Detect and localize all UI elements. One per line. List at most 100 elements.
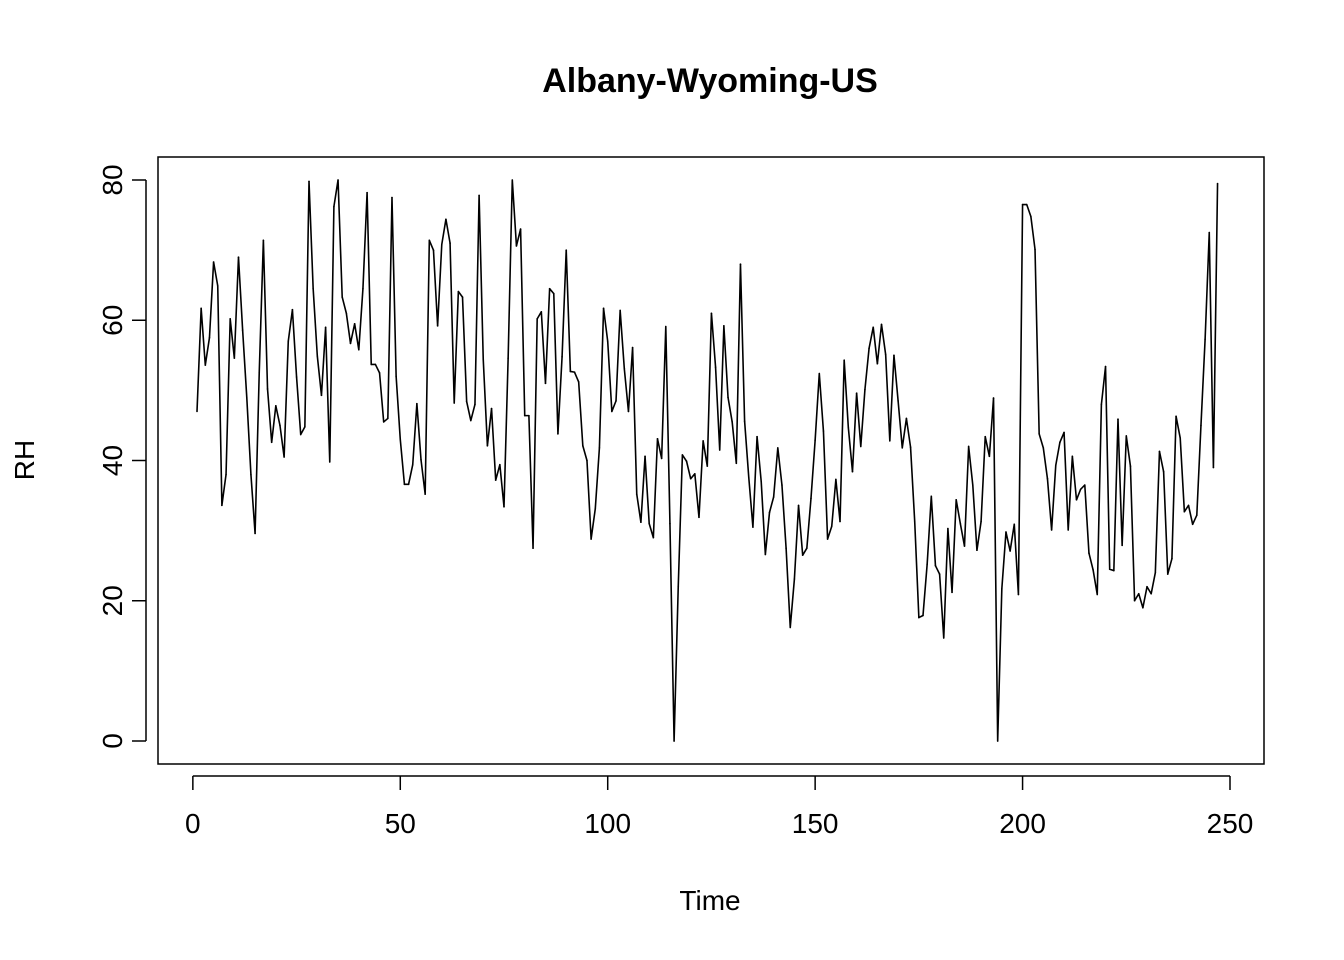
data-point [544, 382, 547, 385]
data-point [772, 496, 775, 498]
data-point [573, 371, 576, 373]
data-point [1071, 455, 1074, 458]
data-point [926, 563, 928, 566]
data-point [689, 477, 692, 480]
data-point [930, 495, 933, 498]
data-point [897, 400, 899, 402]
chart-title: Albany-Wyoming-US [542, 62, 878, 100]
data-point [1158, 450, 1161, 453]
data-point [366, 191, 368, 194]
data-point [1021, 203, 1024, 206]
data-point [868, 347, 870, 350]
data-point [656, 437, 659, 440]
data-point [1187, 504, 1190, 507]
data-point [337, 179, 339, 181]
data-point [859, 445, 862, 448]
data-point [1092, 569, 1094, 571]
data-point [818, 372, 821, 375]
data-point [826, 538, 829, 540]
data-point [407, 483, 410, 486]
y-axis-label: RH [9, 440, 40, 480]
data-point [1171, 557, 1173, 560]
data-point [370, 363, 373, 366]
data-point [893, 354, 895, 357]
data-point [528, 414, 530, 417]
data-point [1096, 593, 1099, 596]
data-point [752, 526, 754, 528]
data-point [1216, 182, 1219, 185]
data-point [362, 287, 364, 290]
data-point [387, 417, 389, 420]
data-point [901, 447, 904, 449]
data-point [1079, 488, 1082, 491]
data-point [440, 243, 443, 246]
data-point [1121, 544, 1123, 547]
data-point [702, 440, 704, 442]
data-point [909, 446, 912, 448]
data-point [304, 426, 306, 428]
data-point [1196, 514, 1198, 516]
data-point [299, 433, 302, 436]
data-point [420, 459, 422, 461]
data-point [503, 505, 505, 508]
data-point [889, 440, 891, 442]
data-point [515, 245, 518, 247]
data-point [1113, 569, 1115, 572]
data-point [947, 527, 949, 530]
data-point [652, 536, 655, 539]
data-point [731, 421, 733, 423]
data-point [1175, 415, 1177, 418]
data-point [934, 564, 937, 567]
data-point [399, 438, 402, 441]
data-point [855, 392, 858, 394]
data-point [677, 585, 680, 588]
data-point [598, 447, 601, 449]
data-point [1084, 484, 1086, 486]
data-point [884, 353, 887, 356]
data-point [1005, 531, 1007, 533]
data-point [341, 296, 344, 298]
data-point [835, 478, 837, 481]
data-point [1162, 470, 1165, 473]
data-point [287, 340, 290, 343]
data-point [714, 366, 717, 369]
y-tick-label: 0 [97, 733, 128, 749]
data-point [905, 417, 908, 420]
data-point [640, 521, 642, 524]
data-point [590, 538, 592, 540]
data-point [988, 455, 991, 458]
data-point [669, 522, 671, 525]
data-point [1042, 447, 1045, 449]
data-point [324, 326, 327, 329]
data-point [237, 256, 240, 258]
data-point [694, 473, 696, 475]
data-point [980, 520, 982, 523]
data-point [747, 476, 750, 479]
data-point [378, 372, 381, 374]
data-point [1191, 523, 1194, 526]
data-point [1179, 437, 1182, 439]
data-point [1009, 550, 1011, 552]
data-point [411, 463, 414, 466]
data-point [283, 456, 285, 458]
data-point [395, 375, 397, 378]
series-points [196, 179, 1219, 742]
data-point [768, 511, 771, 514]
data-point [938, 573, 941, 575]
data-point [735, 462, 738, 465]
data-point [241, 329, 244, 331]
data-point [548, 287, 551, 290]
data-point [577, 381, 580, 383]
data-point [519, 228, 522, 230]
data-point [1059, 441, 1061, 444]
data-point [204, 364, 207, 366]
data-point [428, 239, 431, 242]
data-point [445, 218, 447, 221]
data-point [1125, 435, 1128, 437]
data-point [569, 370, 572, 373]
data-point [457, 290, 460, 293]
data-point [482, 358, 485, 361]
data-point [470, 419, 472, 422]
data-point [913, 520, 916, 523]
data-point [478, 194, 480, 197]
